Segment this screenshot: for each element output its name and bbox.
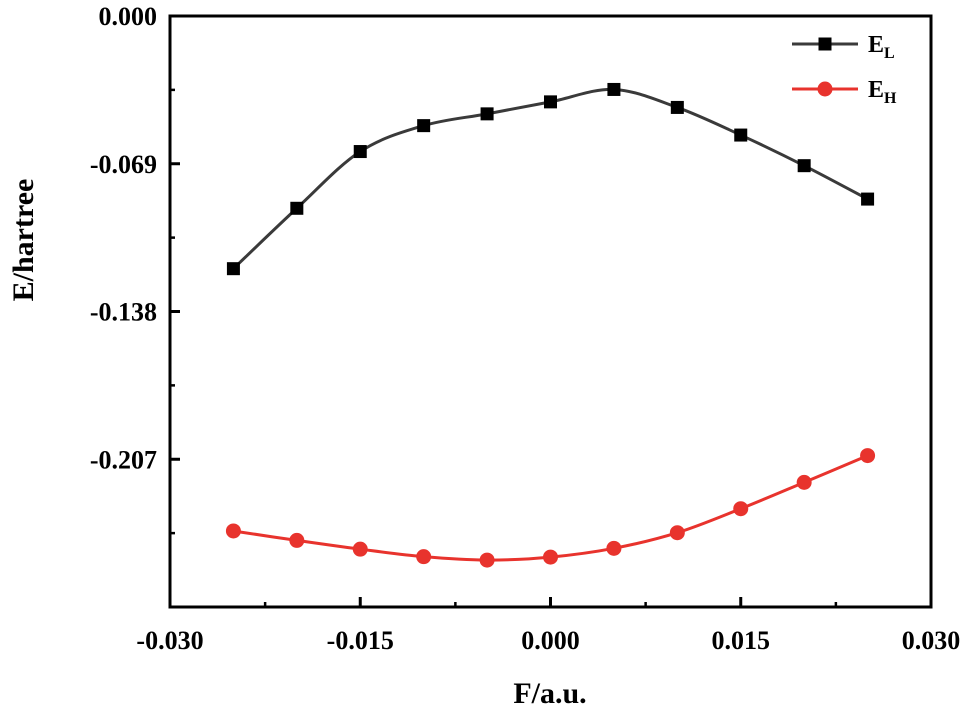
- legend-item: EH: [792, 77, 897, 107]
- legend: EL EH: [792, 32, 897, 107]
- legend-label: EH: [868, 77, 897, 107]
- x-tick-label: -0.030: [136, 626, 203, 655]
- y-tick-label: 0.000: [99, 2, 158, 31]
- y-axis-title: E/hartree: [7, 179, 40, 302]
- data-point-square: [417, 119, 431, 133]
- data-point-circle: [796, 474, 812, 490]
- data-point-square: [797, 159, 811, 173]
- data-point-circle: [352, 541, 368, 557]
- data-point-circle: [543, 549, 558, 565]
- data-point-circle: [479, 552, 495, 568]
- legend-label: EL: [868, 32, 895, 62]
- y-tick-label: -0.207: [90, 445, 157, 474]
- series-line: [233, 454, 869, 562]
- data-point-square: [353, 145, 367, 159]
- y-tick-label: -0.069: [90, 150, 157, 179]
- legend-marker-square: [818, 37, 832, 51]
- data-point-square: [290, 201, 304, 215]
- series-EH: [225, 448, 876, 568]
- x-tick-label: 0.015: [712, 626, 771, 655]
- data-point-square: [480, 107, 494, 121]
- data-point-square: [670, 100, 684, 114]
- series-line: [232, 87, 869, 270]
- data-point-square: [544, 95, 557, 109]
- x-tick-label: 0.030: [902, 626, 961, 655]
- legend-item: EL: [792, 32, 895, 62]
- data-point-square: [734, 128, 748, 142]
- x-axis-title: F/a.u.: [513, 677, 586, 710]
- data-point-square: [607, 82, 621, 96]
- data-layer: [225, 82, 876, 568]
- data-point-circle: [225, 523, 241, 539]
- series-EL: [226, 82, 875, 276]
- x-tick-label: -0.015: [327, 626, 394, 655]
- data-point-circle: [416, 549, 432, 565]
- data-point-circle: [606, 540, 622, 556]
- data-point-circle: [733, 501, 749, 517]
- legend-marker-circle: [817, 81, 833, 97]
- axes-layer: -0.030 -0.015 0.000 0.015 0.030 0.000 -0.069 -0…: [90, 2, 960, 655]
- data-point-circle: [860, 448, 876, 464]
- x-tick-label: 0.000: [521, 626, 580, 655]
- data-point-square: [226, 262, 240, 276]
- data-point-square: [861, 192, 875, 206]
- data-point-circle: [669, 525, 685, 541]
- data-point-circle: [289, 532, 305, 548]
- y-tick-label: -0.138: [90, 298, 157, 327]
